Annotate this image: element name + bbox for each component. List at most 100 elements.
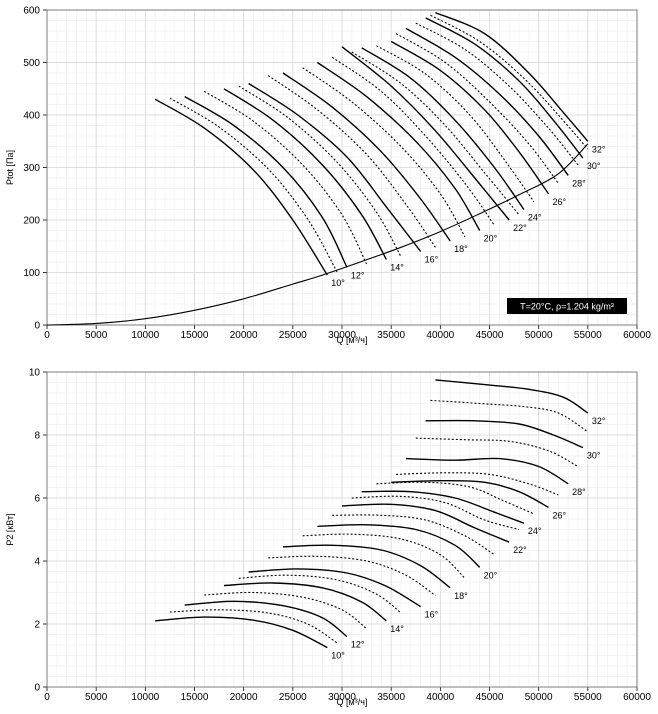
x-tick-label: 30000 — [328, 692, 356, 703]
intermediate-curve — [395, 33, 559, 184]
y-tick-label: 10 — [29, 368, 41, 379]
x-tick-label: 15000 — [181, 330, 209, 341]
y-tick-label: 100 — [23, 268, 40, 279]
x-tick-label: 20000 — [230, 330, 258, 341]
x-tick-label: 15000 — [181, 692, 209, 703]
x-tick-label: 60000 — [623, 692, 651, 703]
blade-angle-label: 14° — [390, 624, 404, 634]
blade-angle-curve — [184, 95, 348, 268]
blade-angle-label: 22° — [513, 223, 527, 233]
blade-angle-curve — [223, 88, 387, 260]
y-tick-label: 500 — [23, 58, 40, 69]
conditions-box — [507, 298, 627, 314]
intermediate-curve — [415, 22, 579, 166]
x-tick-label: 35000 — [377, 330, 405, 341]
blade-angle-label: 12° — [351, 270, 365, 280]
blade-angle-label: 32° — [592, 416, 606, 426]
intermediate-curve — [302, 67, 466, 238]
intermediate-curve — [351, 495, 520, 531]
y-tick-label: 8 — [34, 431, 40, 442]
blade-angle-curve — [155, 616, 328, 649]
blade-angle-curve — [341, 503, 510, 543]
x-tick-label: 50000 — [525, 692, 553, 703]
blade-angle-label: 30° — [587, 451, 601, 461]
blade-angle-curve — [184, 600, 348, 638]
intermediate-curve — [268, 555, 436, 597]
y-axis-label: Ptot [Па] — [5, 150, 15, 185]
blade-angle-label: 24° — [528, 213, 542, 223]
x-tick-label: 40000 — [426, 692, 454, 703]
blade-angle-curve — [435, 11, 589, 142]
blade-angle-label: 24° — [528, 526, 542, 536]
intermediate-curve — [238, 574, 402, 614]
y-tick-label: 600 — [23, 6, 40, 17]
x-tick-label: 35000 — [377, 692, 405, 703]
blade-angle-curve — [391, 479, 549, 509]
power-chart: 0 5000 10000 15000 20000 25000 30000 35000 40000… — [5, 368, 651, 708]
y-axis-label: P2 [кВт] — [5, 513, 15, 545]
blade-angle-curve — [317, 61, 481, 231]
conditions-text: T=20°C, ρ=1.204 kg/m³ — [520, 302, 614, 312]
blade-angle-curve — [154, 98, 328, 276]
blade-angle-label: 20° — [484, 234, 498, 244]
x-tick-label: 60000 — [623, 330, 651, 341]
x-tick-label: 0 — [44, 330, 50, 341]
intermediate-curve — [376, 45, 535, 202]
blade-angle-label: 16° — [425, 255, 439, 265]
x-axis-label: Q [м³/ч] — [337, 335, 368, 345]
x-tick-label: 5000 — [85, 692, 108, 703]
x-tick-label: 25000 — [279, 330, 307, 341]
x-tick-label: 45000 — [476, 692, 504, 703]
blade-angle-label: 22° — [513, 545, 527, 555]
blade-angle-label: 20° — [484, 570, 498, 580]
intermediate-curve — [430, 14, 589, 150]
blade-angle-curve — [405, 27, 569, 176]
x-tick-label: 10000 — [131, 692, 159, 703]
intermediate-curve — [332, 514, 495, 556]
blade-angle-curve — [405, 457, 569, 485]
blade-angle-curve — [223, 582, 387, 622]
x-tick-label: 55000 — [574, 330, 602, 341]
intermediate-curve — [267, 75, 436, 248]
blade-angle-curve — [282, 72, 451, 242]
pressure-chart: 0 5000 10000 15000 20000 25000 30000 35000 40000… — [5, 6, 651, 346]
x-tick-label: 40000 — [426, 330, 454, 341]
blade-angle-curve — [435, 379, 589, 414]
blade-angle-curve — [341, 46, 510, 221]
y-tick-label: 400 — [23, 111, 40, 122]
intermediate-curve — [430, 399, 589, 433]
intermediate-curve — [169, 97, 338, 273]
blade-angle-label: 26° — [553, 197, 567, 207]
blade-angle-label: 18° — [454, 244, 468, 254]
x-tick-label: 25000 — [279, 692, 307, 703]
y-tick-label: 2 — [34, 620, 40, 631]
y-tick-label: 0 — [34, 321, 40, 332]
intermediate-curve — [204, 591, 367, 630]
blade-angle-label: 30° — [587, 161, 601, 171]
blade-angle-label: 10° — [331, 651, 345, 661]
blade-angle-curve — [361, 490, 525, 524]
intermediate-curve — [415, 437, 579, 467]
blade-angle-label: 14° — [390, 262, 404, 272]
y-tick-label: 6 — [34, 494, 40, 505]
x-tick-label: 10000 — [131, 330, 159, 341]
blade-angle-label: 28° — [572, 487, 586, 497]
x-tick-label: 5000 — [85, 330, 108, 341]
plot-frame — [46, 371, 638, 688]
blade-angle-label: 28° — [572, 178, 586, 188]
y-tick-label: 300 — [23, 163, 40, 174]
blade-angle-label: 16° — [425, 610, 439, 620]
blade-angle-curve — [248, 568, 422, 608]
intermediate-curve — [396, 472, 559, 496]
blade-angle-label: 32° — [592, 144, 606, 154]
blade-angle-label: 18° — [454, 591, 468, 601]
blade-angle-label: 26° — [553, 510, 567, 520]
x-tick-label: 20000 — [230, 692, 258, 703]
intermediate-curve — [238, 85, 402, 258]
y-tick-label: 0 — [34, 683, 40, 694]
x-tick-label: 45000 — [476, 330, 504, 341]
x-axis-label: Q [м³/ч] — [337, 697, 368, 707]
blade-angle-curve — [425, 419, 584, 449]
intermediate-curve — [169, 609, 338, 644]
